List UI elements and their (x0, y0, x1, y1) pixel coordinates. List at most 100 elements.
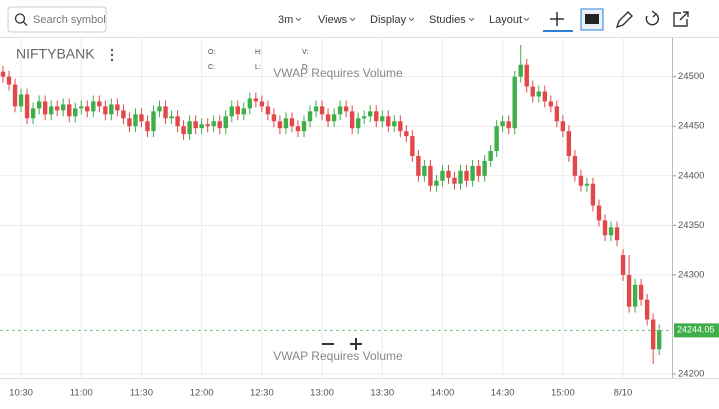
crosshair-tool[interactable] (543, 12, 573, 32)
candle-body (223, 116, 228, 129)
candle-body (584, 183, 590, 186)
candle-body (79, 106, 84, 109)
candle-body (109, 104, 114, 115)
symbol: NIFTYBANK (16, 46, 95, 62)
y-tick-label: 24450 (678, 121, 704, 132)
candle-body (470, 165, 475, 181)
menu[interactable]: Studies (429, 14, 466, 26)
candle-body (392, 121, 397, 127)
candle-body (620, 255, 626, 275)
ohlc-label: O: (208, 49, 215, 56)
menu[interactable]: Display (370, 14, 407, 26)
toolbar (0, 0, 719, 38)
candle-body (163, 106, 168, 119)
candle-body (48, 106, 54, 115)
candle-body (632, 284, 638, 307)
candle-body (374, 111, 379, 122)
x-tick-label: 13:30 (370, 388, 394, 399)
candle-body (476, 165, 481, 176)
candle-body (247, 98, 253, 109)
candle-body (380, 116, 385, 122)
candle-body (566, 131, 572, 156)
candle-body (458, 170, 463, 184)
x-tick-label: 12:00 (190, 388, 214, 399)
candle-body (464, 170, 469, 181)
candle-body (30, 108, 36, 119)
candle-body (97, 101, 102, 107)
candle-body (626, 274, 632, 307)
candle-body (434, 180, 439, 186)
candle-body (241, 108, 246, 115)
candle-body (301, 121, 307, 132)
candle-body (235, 106, 240, 115)
candle-body (289, 118, 295, 127)
candle-body (614, 227, 620, 241)
candle-body (319, 106, 325, 115)
candle-body (121, 110, 126, 119)
candle-body (428, 165, 433, 186)
interval-menu[interactable]: 3m (278, 14, 293, 26)
menu[interactable]: Layout (489, 14, 522, 26)
menu[interactable]: Views (318, 14, 348, 26)
x-tick-label: 11:30 (130, 388, 153, 399)
candle-body (199, 124, 204, 129)
search-box[interactable] (7, 6, 107, 33)
candle-body (440, 170, 445, 181)
candle-body (91, 101, 96, 112)
candle-body (127, 118, 132, 127)
candle-body (410, 136, 415, 156)
candle-body (590, 183, 596, 206)
candle-body (536, 91, 541, 97)
candle-body (61, 104, 66, 111)
candle-body (452, 177, 457, 184)
candle-body (229, 106, 234, 117)
candle-body (638, 284, 644, 300)
ohlc-label: C: (208, 64, 215, 71)
candle-body (36, 101, 42, 109)
candle-body (506, 121, 511, 129)
candle-body (578, 175, 584, 186)
zoom-in[interactable] (350, 338, 362, 350)
refresh-tool[interactable] (645, 10, 660, 26)
candle-body (12, 84, 18, 107)
candle-body (193, 121, 198, 129)
candle-body (500, 121, 505, 127)
candle-body (404, 131, 409, 137)
draw-tool[interactable] (615, 11, 633, 29)
candle-body (133, 114, 138, 127)
search-icon (14, 13, 26, 24)
candle-body (67, 104, 72, 117)
candle-body (313, 106, 319, 112)
candle-body (217, 121, 222, 129)
y-tick-label: 24300 (678, 269, 704, 280)
candle-body (175, 116, 180, 127)
candle-body (259, 101, 265, 107)
candle-body (54, 106, 60, 111)
candle-body (560, 121, 566, 132)
more-icon[interactable] (110, 48, 114, 62)
ohlc-label: D: (302, 64, 309, 71)
candle-body (181, 126, 186, 135)
candle-body (398, 121, 403, 132)
popout-tool[interactable] (673, 11, 689, 27)
study-warning: VWAP Requires Volume (273, 349, 403, 363)
candle-body (488, 151, 493, 161)
candle-body (295, 126, 301, 132)
candle-body (362, 116, 367, 119)
candle-body (6, 76, 12, 85)
x-tick-label: 10:30 (9, 388, 33, 399)
ohlc-label: H: (255, 49, 262, 56)
candle-body (169, 116, 174, 119)
candle-body (331, 114, 337, 122)
keyboard-tool[interactable] (580, 8, 604, 31)
candle-body (446, 170, 451, 178)
search-placeholder: Search symbol (33, 14, 106, 26)
candle-body (139, 114, 144, 122)
candle-body (265, 106, 271, 115)
x-tick-label: 12:30 (250, 388, 274, 399)
candle-body (494, 126, 499, 152)
last-price-box (674, 323, 719, 338)
last-price-label: 24244.05 (677, 325, 715, 335)
